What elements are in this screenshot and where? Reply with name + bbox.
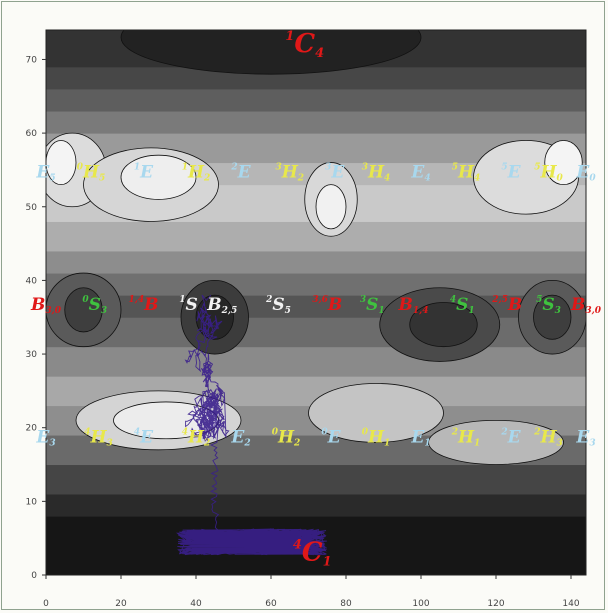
state-label: B1,4 [397,295,428,316]
state-label: 5E [501,162,521,182]
contour-band [46,464,586,495]
x-tick-label: 40 [190,599,202,609]
state-label: B2,5 [206,295,237,316]
state-label: E3 [35,427,55,448]
contour-band [46,317,586,348]
x-axis: 0 20 40 60 80 100 120 140 [43,575,580,609]
contour-level [533,294,572,340]
state-label: 2E [230,162,251,182]
state-label: E2 [230,427,250,448]
x-tick-label: 0 [43,599,49,609]
contour-band [46,88,586,112]
state-label: 2,5B [491,295,522,315]
state-label: 4E [134,427,154,447]
contour-bands [46,30,586,575]
state-label: E0 [575,162,596,183]
state-label: 3,6B [312,295,342,315]
state-label: 0S3 [82,295,107,316]
state-label: 1C4 [285,29,324,61]
state-label: 3E [325,162,345,182]
state-label: 3S1 [360,295,385,316]
state-label: 5H4 [452,162,481,183]
state-label: 3H2 [275,162,304,183]
state-label: 4S1 [450,295,475,316]
contour-band [46,346,586,377]
state-label: E5 [35,162,55,183]
state-label: 4C1 [293,537,332,569]
contour-level [46,140,77,186]
y-tick-label: 0 [31,571,37,581]
state-label: 2H1 [451,427,481,448]
state-label: 3H4 [362,162,391,183]
state-label: 1S [179,295,198,315]
contour-level [315,184,347,230]
contour-level [544,140,583,186]
state-label: E4 [410,162,430,183]
state-label: E1 [410,427,430,448]
contour-level [64,287,103,333]
state-label: E3 [575,427,595,448]
contour-band [46,273,586,296]
contour-level [308,383,444,443]
contour-band [46,66,586,90]
y-axis: 0 10 20 30 40 50 60 70 [26,55,46,581]
x-tick-label: 80 [340,599,352,609]
y-tick-label: 10 [26,497,38,507]
x-tick-label: 20 [115,599,127,609]
state-label: 5S3 [536,295,561,316]
plot-border [45,29,587,576]
state-label: B3,0 [570,295,602,316]
state-label: 2H3 [533,427,563,448]
state-label: 4H3 [84,427,113,448]
y-tick-label: 40 [26,276,38,286]
state-label: 0E [321,427,341,447]
y-tick-label: 60 [26,129,38,139]
x-tick-label: 120 [487,599,504,609]
state-label: 5H0 [534,162,563,183]
state-label: 1H2 [182,162,211,183]
y-tick-label: 50 [26,203,38,213]
y-tick-label: 30 [26,350,38,360]
state-label: 0H1 [362,427,391,448]
state-label: 1E [134,162,154,182]
contour-level [428,419,564,465]
contour-band [46,250,586,274]
x-tick-label: 60 [265,599,277,609]
state-label: 2E [500,427,521,447]
contour-level [409,302,478,348]
contour-band [46,493,586,517]
y-tick-label: 20 [26,424,38,434]
x-tick-label: 140 [562,599,579,609]
y-tick-label: 70 [26,55,38,65]
contour-level [120,30,422,75]
state-label: 2S5 [265,295,291,316]
state-labels: 1C4 4C1 E5 0H5 1E 1H2 2E 3H2 3E 3H4 E4 5H4 5E 5H0 E0 B3… [30,29,602,569]
contour-band [46,111,586,134]
state-label: 0H2 [272,427,301,448]
state-label: 1,4B [128,295,158,315]
state-label: 0H5 [77,162,106,183]
state-label: B3,0 [30,295,62,316]
state-label: 4H2 [182,427,211,448]
x-tick-label: 100 [412,599,429,609]
contour-level [120,154,197,200]
trajectory-path [175,294,328,556]
